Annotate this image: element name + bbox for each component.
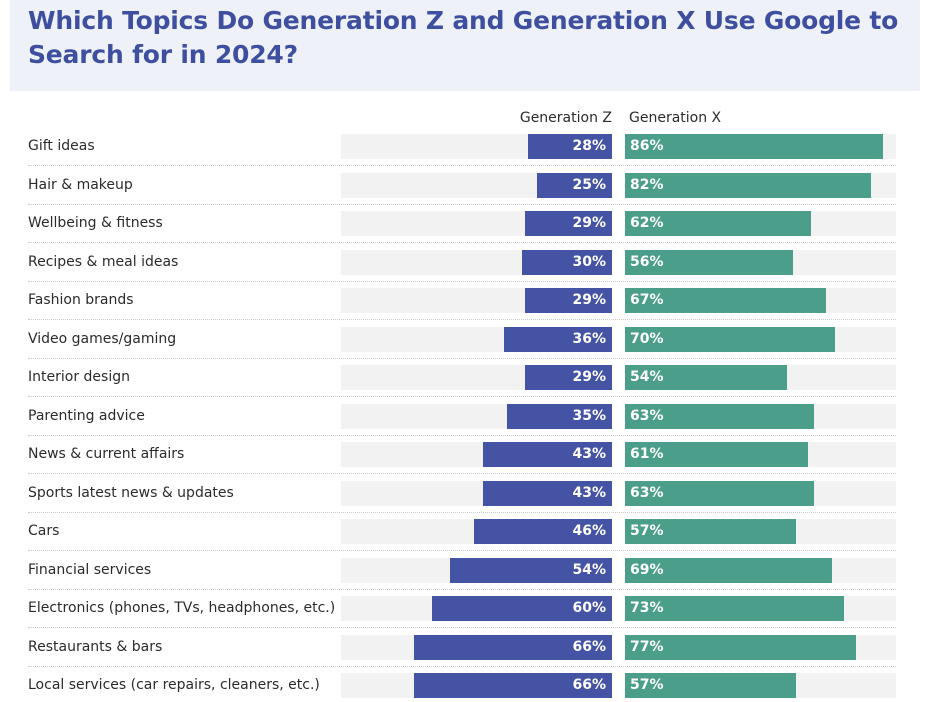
value-label-generation-z: 35% [572, 408, 606, 424]
value-label-generation-x: 61% [630, 446, 664, 462]
bar-generation-z [450, 558, 612, 583]
bar-generation-x [625, 211, 811, 236]
value-label-generation-x: 82% [630, 177, 664, 193]
category-label: Financial services [28, 562, 152, 578]
value-label-generation-z: 43% [572, 446, 606, 462]
row-divider [28, 550, 896, 551]
category-label: Wellbeing & fitness [28, 215, 163, 231]
bar-generation-x [625, 404, 814, 429]
bar-generation-x [625, 173, 871, 198]
category-label: News & current affairs [28, 446, 185, 462]
value-label-generation-x: 67% [630, 292, 664, 308]
bar-generation-x [625, 250, 793, 275]
row-divider [28, 512, 896, 513]
value-label-generation-x: 69% [630, 562, 664, 578]
bar-generation-x [625, 327, 835, 352]
bar-generation-z [525, 288, 612, 313]
bar-generation-z [525, 365, 612, 390]
category-label: Fashion brands [28, 292, 134, 308]
value-label-generation-x: 70% [630, 331, 664, 347]
value-label-generation-z: 30% [572, 254, 606, 270]
bar-generation-z [507, 404, 612, 429]
value-label-generation-z: 60% [572, 600, 606, 616]
value-label-generation-z: 29% [572, 292, 606, 308]
value-label-generation-x: 63% [630, 485, 664, 501]
row-divider [28, 319, 896, 320]
category-label: Cars [28, 523, 60, 539]
bar-generation-x [625, 481, 814, 506]
row-divider [28, 473, 896, 474]
value-label-generation-z: 36% [572, 331, 606, 347]
bar-generation-x [625, 635, 856, 660]
category-label: Local services (car repairs, cleaners, e… [28, 677, 320, 693]
bar-generation-z [537, 173, 612, 198]
bar-generation-z [414, 635, 612, 660]
bar-generation-x [625, 288, 826, 313]
value-label-generation-x: 73% [630, 600, 664, 616]
row-divider [28, 435, 896, 436]
value-label-generation-z: 46% [572, 523, 606, 539]
bar-generation-x [625, 558, 832, 583]
bar-generation-z [525, 211, 612, 236]
bar-generation-x [625, 134, 883, 159]
row-divider [28, 627, 896, 628]
series-header-generation-x: Generation X [629, 110, 722, 126]
title-banner: Which Topics Do Generation Z and Generat… [10, 0, 920, 91]
bar-generation-z [414, 673, 612, 698]
value-label-generation-x: 57% [630, 677, 664, 693]
category-label: Hair & makeup [28, 177, 133, 193]
category-label: Interior design [28, 369, 130, 385]
bar-generation-x [625, 365, 787, 390]
value-label-generation-z: 66% [572, 639, 606, 655]
row-divider [28, 242, 896, 243]
value-label-generation-z: 54% [572, 562, 606, 578]
bar-generation-z [483, 481, 612, 506]
value-label-generation-z: 29% [572, 369, 606, 385]
category-label: Restaurants & bars [28, 639, 163, 655]
value-label-generation-x: 56% [630, 254, 664, 270]
row-divider [28, 666, 896, 667]
bar-generation-x [625, 596, 844, 621]
row-divider [28, 396, 896, 397]
value-label-generation-z: 28% [572, 138, 606, 154]
bar-generation-z [504, 327, 612, 352]
bar-generation-z [522, 250, 612, 275]
bar-generation-z [432, 596, 612, 621]
bar-generation-z [474, 519, 612, 544]
value-label-generation-z: 43% [572, 485, 606, 501]
bar-generation-x [625, 673, 796, 698]
bar-generation-x [625, 442, 808, 467]
category-label: Parenting advice [28, 408, 145, 424]
value-label-generation-x: 57% [630, 523, 664, 539]
value-label-generation-x: 63% [630, 408, 664, 424]
chart-title: Which Topics Do Generation Z and Generat… [28, 6, 899, 69]
row-divider [28, 358, 896, 359]
bar-generation-z [483, 442, 612, 467]
value-label-generation-z: 29% [572, 215, 606, 231]
value-label-generation-x: 86% [630, 138, 664, 154]
category-label: Sports latest news & updates [28, 485, 234, 501]
bar-generation-x [625, 519, 796, 544]
value-label-generation-x: 62% [630, 215, 664, 231]
row-divider [28, 204, 896, 205]
value-label-generation-z: 25% [572, 177, 606, 193]
value-label-generation-z: 66% [572, 677, 606, 693]
category-label: Video games/gaming [28, 331, 177, 347]
category-label: Electronics (phones, TVs, headphones, et… [28, 600, 336, 616]
bar-generation-z [528, 134, 612, 159]
value-label-generation-x: 77% [630, 639, 664, 655]
series-header-generation-z: Generation Z [519, 110, 612, 126]
row-divider [28, 165, 896, 166]
value-label-generation-x: 54% [630, 369, 664, 385]
category-label: Recipes & meal ideas [28, 254, 179, 270]
category-label: Gift ideas [28, 138, 95, 154]
row-divider [28, 589, 896, 590]
row-divider [28, 281, 896, 282]
